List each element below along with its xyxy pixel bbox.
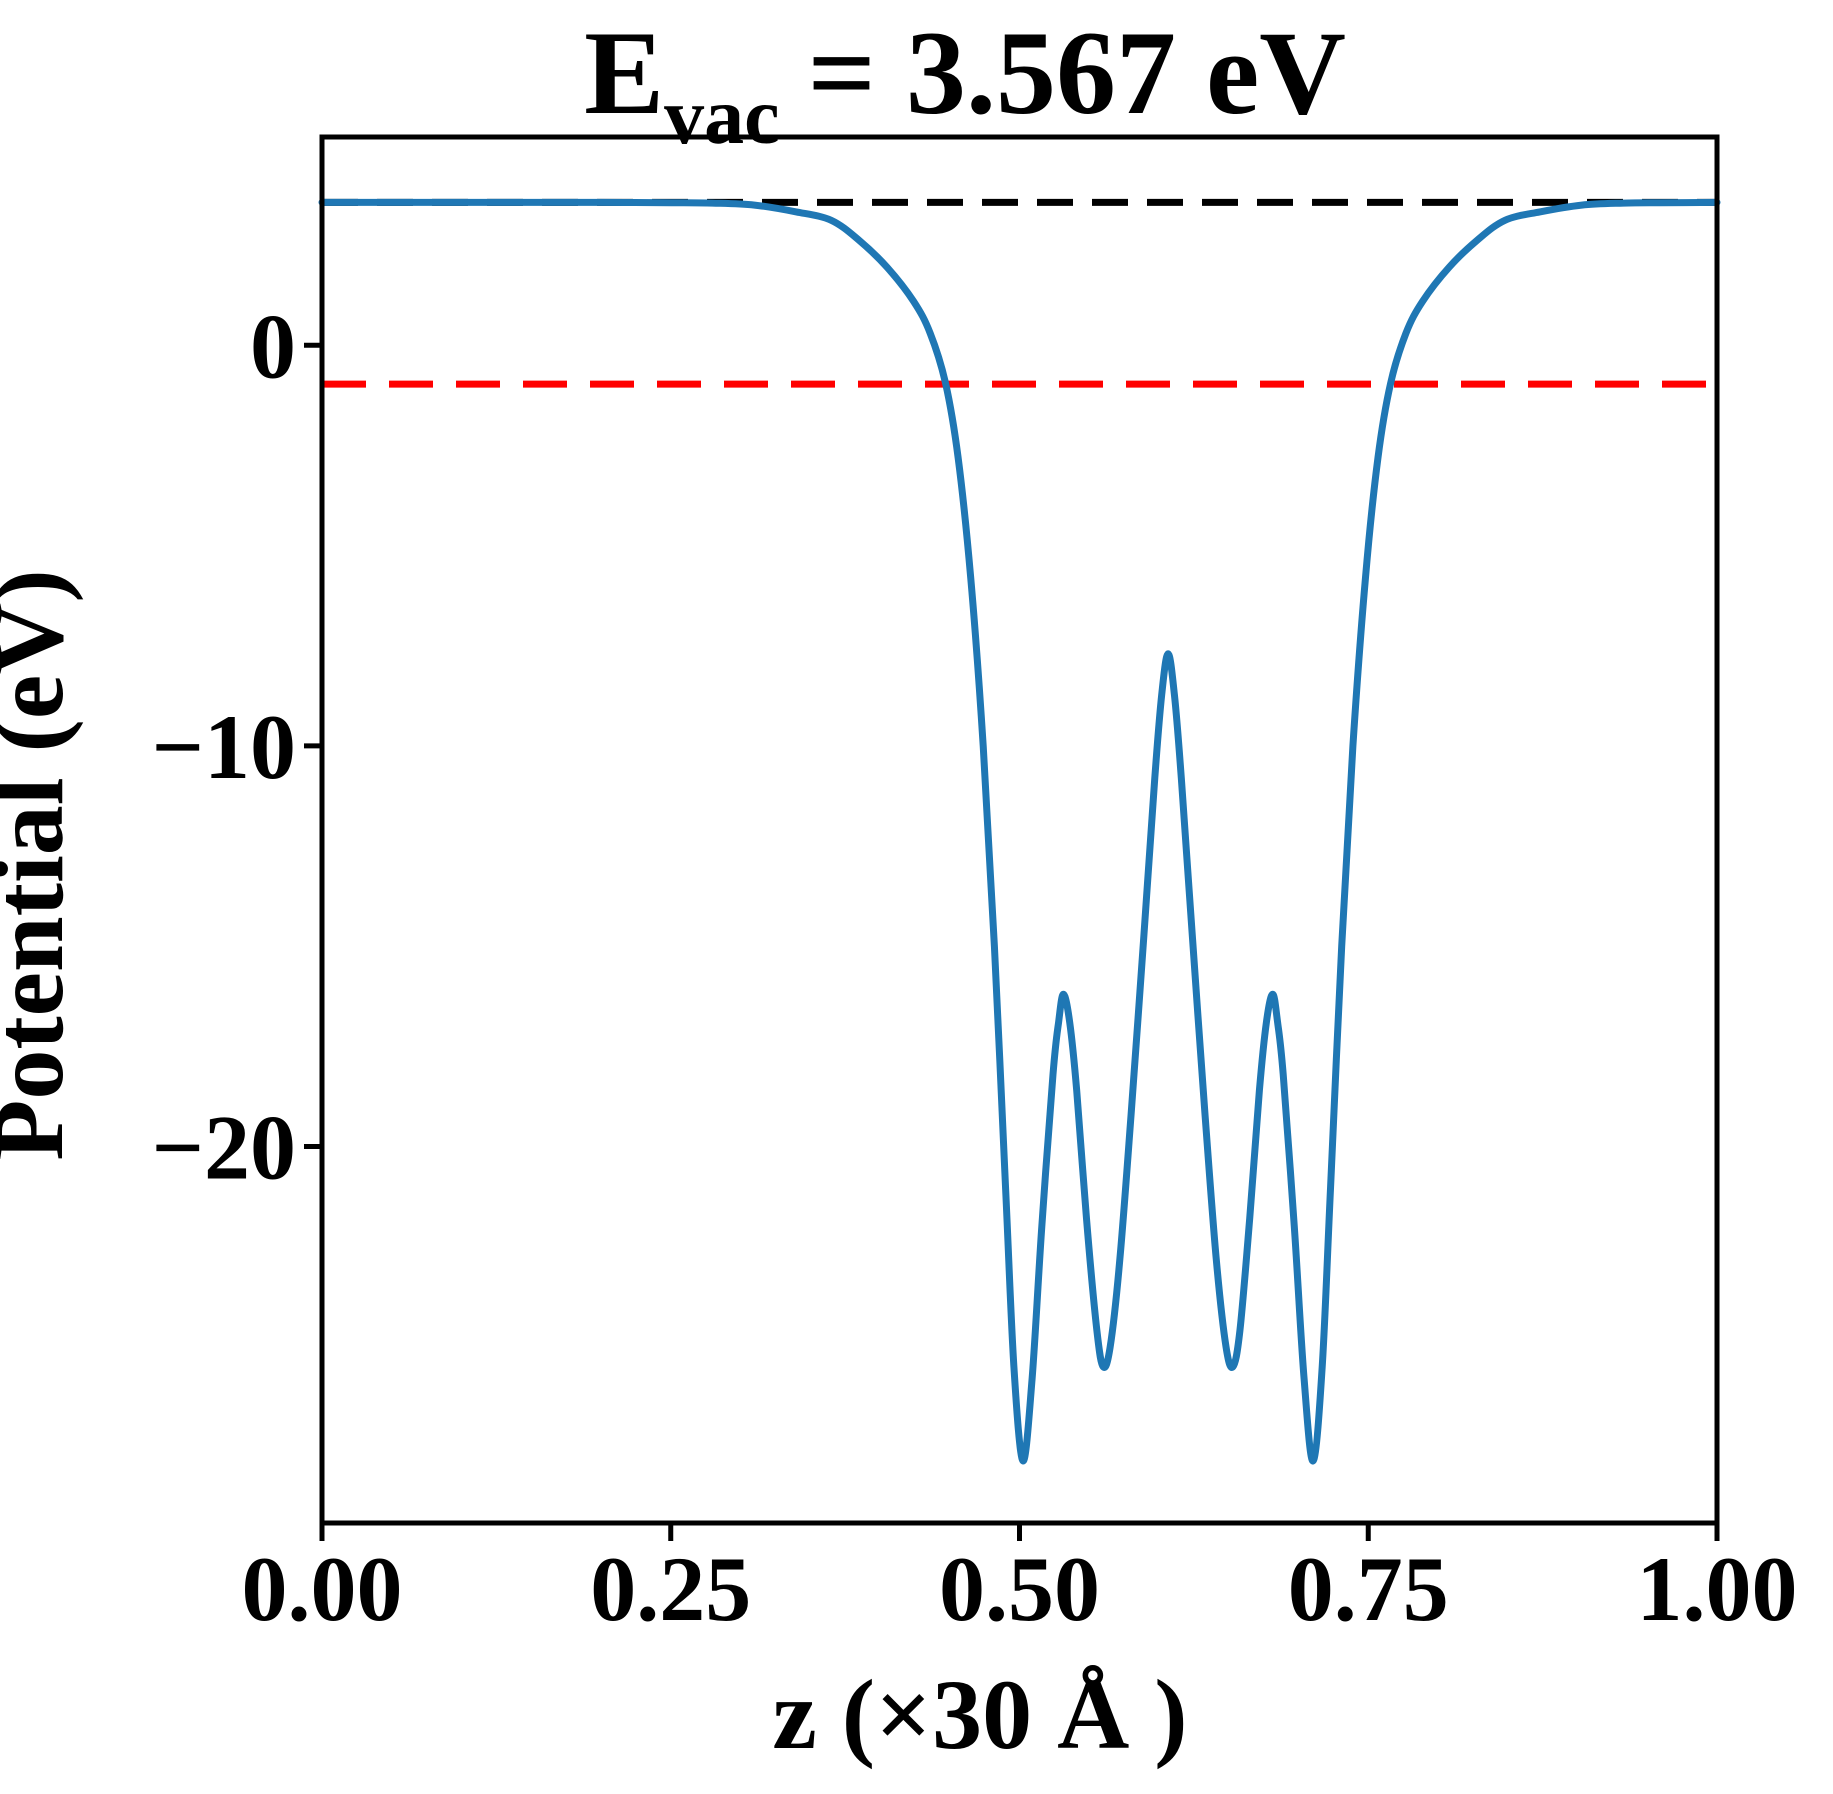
y-tick-label: −20 [152, 1096, 296, 1198]
y-tick-label: 0 [250, 295, 296, 397]
x-axis-label: z (×30 Å ) [772, 1659, 1187, 1770]
y-tick-label: −10 [152, 696, 296, 798]
x-tick-label: 0.25 [590, 1538, 751, 1640]
potential-curve [318, 198, 1721, 1465]
x-axis-ticks: 0.00 0.25 0.50 0.75 1.00 [242, 1523, 1798, 1640]
x-tick-label: 1.00 [1637, 1538, 1798, 1640]
x-tick-label: 0.75 [1288, 1538, 1449, 1640]
title-subscript: vac [664, 73, 780, 161]
x-tick-label: 0.00 [242, 1538, 403, 1640]
x-tick-label: 0.50 [939, 1538, 1100, 1640]
chart-title: Evac = 3.567 eV [584, 6, 1346, 161]
y-axis-ticks: 0 −10 −20 [152, 295, 322, 1198]
title-value: = 3.567 eV [808, 6, 1346, 139]
plot-frame [319, 134, 1720, 1526]
y-axis-label: Potential (eV) [0, 569, 84, 1160]
title-symbol: E [584, 6, 664, 139]
